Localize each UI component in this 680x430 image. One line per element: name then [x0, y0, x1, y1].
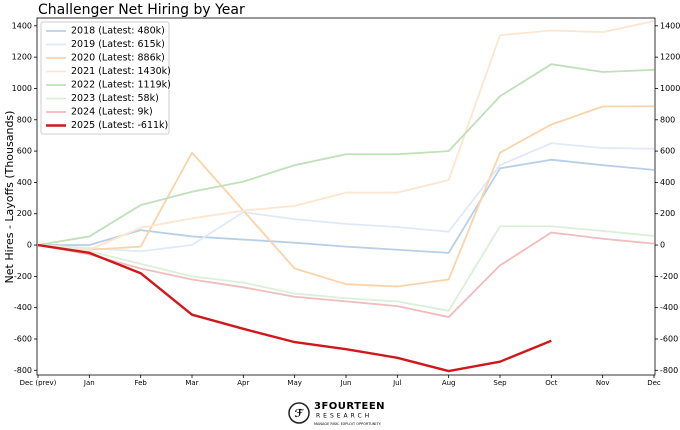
logo-name: 3FOURTEEN	[314, 401, 385, 412]
legend-label: 2019 (Latest: 615k)	[71, 39, 165, 50]
x-tick-label: May	[287, 379, 301, 387]
series-line	[37, 63, 655, 246]
y-tick-label: -400	[14, 303, 32, 312]
x-tick-label: Feb	[134, 379, 147, 387]
y2-tick-label: 200	[660, 209, 675, 218]
x-tick-label: Aug	[442, 379, 456, 387]
legend-label: 2025 (Latest: -611k)	[71, 120, 168, 131]
x-tick-label: Dec (prev)	[20, 379, 57, 387]
legend: 2018 (Latest: 480k) 2019 (Latest: 615k) 20…	[40, 21, 171, 135]
y-tick-label: -600	[14, 334, 32, 343]
x-tick-label: Mar	[185, 379, 198, 387]
y2-tick-label: 1000	[660, 84, 680, 93]
logo-tagline: MANAGE RISK. EXPLOIT OPPORTUNITY.	[314, 422, 382, 426]
y2-tick-label: -400	[660, 303, 678, 312]
series-line	[37, 225, 655, 312]
y2-tick-label: 0	[660, 241, 665, 250]
y-tick-label: 1400	[12, 21, 32, 30]
series-line	[37, 231, 655, 318]
series-line	[37, 105, 655, 288]
x-tick-label: Oct	[545, 379, 557, 387]
legend-label: 2021 (Latest: 1430k)	[71, 66, 171, 77]
y-tick-label: 800	[17, 115, 32, 124]
legend-box	[40, 21, 170, 135]
y-tick-label: -200	[14, 272, 32, 281]
x-tick-label: Apr	[237, 379, 249, 387]
x-tick-label: Dec	[647, 379, 661, 387]
y2-tick-label: -600	[660, 334, 678, 343]
y2-tick-label: 400	[660, 178, 675, 187]
y-tick-label: 1200	[12, 53, 32, 62]
x-tick-label: Sep	[493, 379, 507, 387]
x-tick-label: Jul	[392, 379, 402, 387]
legend-label: 2020 (Latest: 886k)	[71, 53, 165, 64]
y2-tick-label: 600	[660, 147, 675, 156]
y-tick-label: 1000	[12, 84, 32, 93]
series-line	[37, 20, 655, 251]
y2-tick-label: -800	[660, 366, 678, 375]
y-tick-label: 600	[17, 147, 32, 156]
y-tick-label: 0	[27, 241, 32, 250]
y-axis-label: Net Hires - Layoffs (Thousands)	[3, 111, 16, 284]
legend-label: 2022 (Latest: 1119k)	[71, 80, 171, 91]
y-tick-label: 400	[17, 178, 32, 187]
logo-icon-glyph: ℱ	[295, 407, 305, 420]
y-tick-label: 200	[17, 209, 32, 218]
y2-tick-label: -200	[660, 272, 678, 281]
x-tick-label: Nov	[596, 379, 610, 387]
legend-label: 2023 (Latest: 58k)	[71, 93, 159, 104]
legend-label: 2018 (Latest: 480k)	[71, 26, 165, 37]
chart-title: Challenger Net Hiring by Year	[38, 2, 245, 18]
logo-icon	[288, 402, 310, 424]
x-tick-label: Jun	[340, 379, 352, 387]
y-tick-label: -800	[14, 366, 32, 375]
y2-tick-label: 800	[660, 115, 675, 124]
logo: ℱ 3FOURTEEN RESEARCH MANAGE RISK. EXPLOI…	[288, 401, 385, 426]
series-line	[37, 142, 655, 253]
series-line	[37, 243, 552, 373]
logo-sub: RESEARCH	[316, 413, 372, 420]
series-line	[38, 158, 655, 254]
y2-tick-label: 1200	[660, 53, 680, 62]
y2-tick-label: 1400	[660, 21, 680, 30]
legend-label: 2024 (Latest: 9k)	[71, 107, 153, 118]
x-tick-label: Jan	[83, 379, 95, 387]
